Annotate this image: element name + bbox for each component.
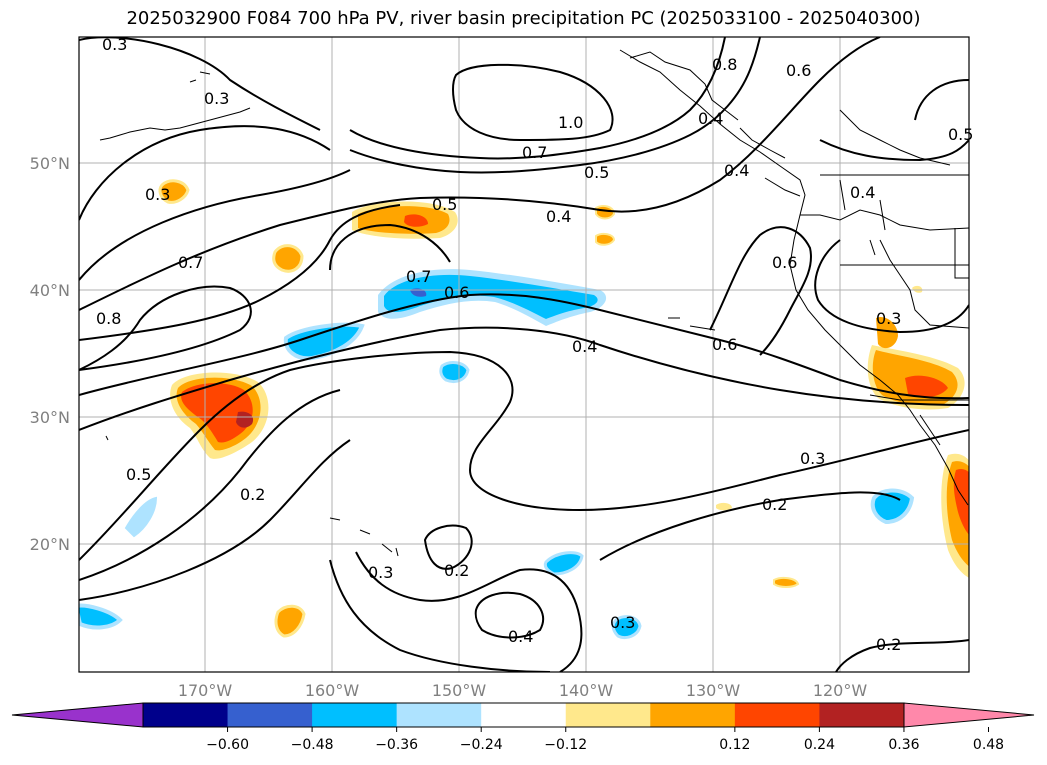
contour-label: 0.2: [762, 495, 787, 514]
colorbar-tick-label: 0.24: [804, 737, 835, 753]
contour-label: 0.2: [876, 635, 901, 654]
contour-label: 0.6: [786, 61, 811, 80]
colorbar-extend-max: [903, 702, 1035, 728]
contour-label: 0.2: [444, 561, 469, 580]
colorbar-tick-label: 0.12: [719, 737, 750, 753]
contour-label: 0.5: [432, 195, 457, 214]
contour-label: 0.4: [698, 109, 723, 128]
contour-label: 0.2: [240, 485, 265, 504]
contour-label: 0.4: [508, 627, 533, 646]
contour-label: 0.5: [584, 163, 609, 182]
contour-label: 1.0: [558, 113, 583, 132]
colorbar: −0.60 −0.48 −0.36 −0.24 −0.12 0.12 0.24 0.36 0.4…: [11, 702, 1035, 753]
precip-patch-negative: [543, 551, 584, 576]
lon-label: 150°W: [432, 681, 487, 700]
precip-patch-positive: [272, 244, 304, 273]
coastlines: [99, 49, 969, 557]
contour-label: 0.3: [800, 449, 825, 468]
contour-label: 0.5: [948, 125, 973, 144]
colorbar-segment: [143, 703, 229, 727]
lon-label: 120°W: [813, 681, 868, 700]
colorbar-tick-label: 0.48: [973, 737, 1004, 753]
lat-label: 30°N: [30, 408, 70, 427]
lat-label: 20°N: [30, 535, 70, 554]
colorbar-segment: [734, 703, 820, 727]
precip-patch-negative: [611, 615, 642, 640]
colorbar-segment: [312, 703, 398, 727]
contour-label: 0.7: [178, 253, 203, 272]
colorbar-tick-label: −0.48: [291, 737, 334, 753]
gridlines: [79, 37, 969, 672]
contour-label: 0.3: [876, 309, 901, 328]
contour-label: 0.8: [96, 309, 121, 328]
precip-patch-negative: [870, 488, 915, 525]
precip-patch-negative: [79, 603, 123, 630]
contour-label: 0.5: [126, 465, 151, 484]
colorbar-tick-label: −0.60: [206, 737, 249, 753]
contour-labels: 0.3 0.3 0.3 0.7 0.8 1.0 0.7 0.5 0.5 0.4 …: [96, 35, 973, 654]
colorbar-frame: [142, 702, 905, 728]
contour-label: 0.7: [406, 267, 431, 286]
lon-label: 160°W: [305, 681, 360, 700]
map-frame: [78, 36, 970, 673]
lon-label: 170°W: [178, 681, 233, 700]
longitude-labels: 170°W 160°W 150°W 140°W 130°W 120°W: [178, 681, 868, 700]
precip-patch-positive: [274, 604, 306, 638]
precip-patch-positive: [158, 179, 190, 204]
latitude-labels: 50°N 40°N 30°N 20°N: [30, 154, 70, 554]
precip-patch-negative: [283, 322, 365, 361]
contour-label: 0.3: [368, 563, 393, 582]
lat-label: 40°N: [30, 281, 70, 300]
precip-patch-positive: [352, 201, 458, 239]
colorbar-segment: [819, 703, 905, 727]
colorbar-tick-label: −0.12: [544, 737, 587, 753]
lon-label: 140°W: [559, 681, 614, 700]
contour-label: 0.3: [145, 185, 170, 204]
contour-label: 0.4: [546, 207, 571, 226]
precip-patch-negative: [439, 361, 470, 384]
contour-label: 0.6: [712, 335, 737, 354]
pv-contours: [79, 37, 969, 672]
contour-label: 0.6: [772, 253, 797, 272]
contour-label: 0.4: [724, 161, 749, 180]
colorbar-tick-label: 0.36: [888, 737, 919, 753]
map-title: 2025032900 F084 700 hPa PV, river basin …: [126, 8, 921, 29]
colorbar-tick-label: −0.24: [460, 737, 503, 753]
colorbar-segment: [565, 703, 651, 727]
contour-label: 0.6: [444, 283, 469, 302]
contour-label: 0.3: [204, 89, 229, 108]
contour-label: 0.7: [522, 143, 547, 162]
contour-label: 0.4: [572, 337, 597, 356]
contour-label: 0.8: [712, 55, 737, 74]
colorbar-segment: [650, 703, 736, 727]
colorbar-segment: [396, 703, 482, 727]
colorbar-segment: [481, 703, 567, 727]
contour-label: 0.4: [850, 183, 875, 202]
precip-patch-positive: [941, 453, 969, 578]
colorbar-tick-label: −0.36: [375, 737, 418, 753]
colorbar-segment: [227, 703, 313, 727]
precip-patch-negative: [124, 496, 158, 538]
lat-label: 50°N: [30, 154, 70, 173]
colorbar-extend-min: [11, 702, 144, 728]
contour-label: 0.3: [610, 613, 635, 632]
contour-label: 0.3: [102, 35, 127, 54]
lon-label: 130°W: [686, 681, 741, 700]
